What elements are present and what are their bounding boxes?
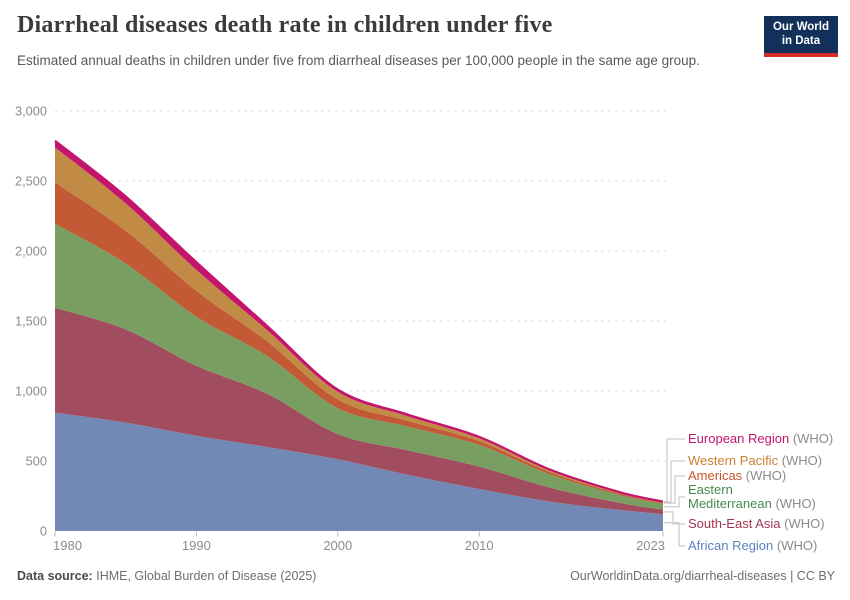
- x-axis-label-2023: 2023: [636, 538, 665, 553]
- legend-who-suffix: (WHO): [784, 516, 825, 531]
- legend-who-suffix: (WHO): [745, 468, 787, 483]
- y-axis-label-2500: 2,500: [15, 173, 47, 188]
- y-axis-label-500: 500: [26, 453, 47, 468]
- data-source-label: Data source:: [17, 569, 93, 583]
- legend-item-western-pacific-who[interactable]: Western Pacific (WHO): [688, 453, 823, 468]
- data-source: Data source: IHME, Global Burden of Dise…: [17, 569, 316, 583]
- y-axis-label-1500: 1,500: [15, 313, 47, 328]
- legend-connector-western-pacific-who: [664, 460, 685, 503]
- area-south-east-asia-who: [55, 307, 663, 515]
- european-region-top-line: [54, 139, 664, 503]
- legend-who-suffix: (WHO): [775, 496, 816, 511]
- chart-subtitle: Estimated annual deaths in children unde…: [17, 53, 700, 68]
- owid-logo-line1: Our World: [772, 21, 829, 33]
- legend-who-suffix: (WHO): [792, 431, 834, 446]
- owid-logo: Our World in Data: [763, 16, 838, 57]
- y-axis-label-0: 0: [40, 523, 47, 538]
- y-axis-label-1000: 1,000: [15, 383, 47, 398]
- legend-who-suffix: (WHO): [781, 453, 823, 468]
- legend-item-south-east-asia-who[interactable]: South-East Asia (WHO): [688, 516, 825, 531]
- y-axis-label-3000: 3,000: [15, 103, 47, 118]
- legend-item-european-region-who[interactable]: European Region (WHO): [688, 431, 834, 446]
- data-source-value: IHME, Global Burden of Disease (2025): [96, 569, 317, 583]
- x-axis-label-2010: 2010: [465, 538, 494, 553]
- legend-connector-african-region-who: [664, 521, 685, 547]
- area-african-region-who: [55, 412, 663, 531]
- x-axis-label-1980: 1980: [53, 538, 82, 553]
- credit-link[interactable]: OurWorldinData.org/diarrheal-diseases | …: [570, 569, 835, 583]
- legend-item-african-region-who[interactable]: African Region (WHO): [688, 538, 818, 553]
- x-axis-label-2000: 2000: [323, 538, 352, 553]
- y-axis-label-2000: 2,000: [15, 243, 47, 258]
- legend-who-suffix: (WHO): [776, 538, 818, 553]
- owid-logo-line2: in Data: [781, 34, 821, 47]
- page-title: Diarrheal diseases death rate in childre…: [17, 12, 553, 38]
- legend-connector-eastern-mediterranean-who: [664, 496, 685, 508]
- legend-item-eastern-mediterranean-who[interactable]: Eastern Mediterranean (WHO): [688, 482, 816, 511]
- legend-connector-americas-who: [664, 475, 685, 504]
- x-axis-label-1990: 1990: [182, 538, 211, 553]
- legend-item-americas-who[interactable]: Americas (WHO): [688, 468, 787, 483]
